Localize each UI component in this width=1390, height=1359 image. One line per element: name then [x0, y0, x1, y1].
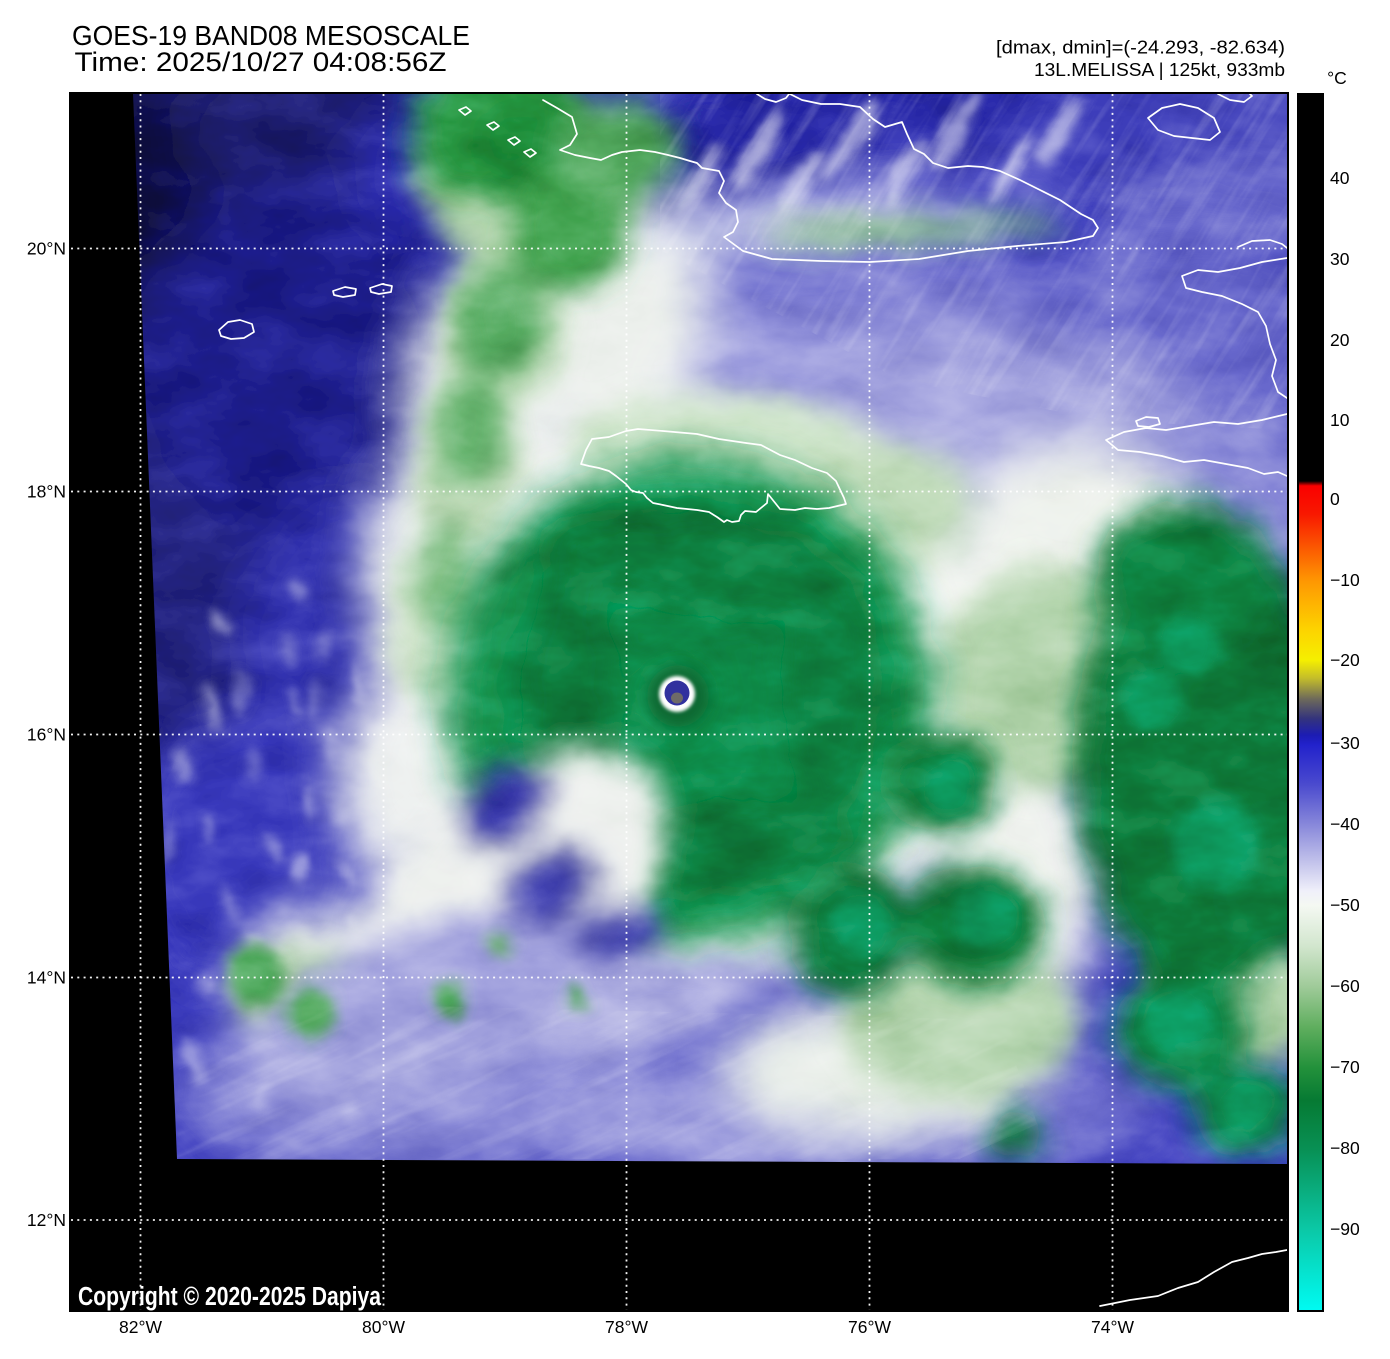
svg-text:Copyright © 2020-2025 Dapiya: Copyright © 2020-2025 Dapiya [78, 1283, 382, 1311]
svg-text:−90: −90 [1330, 1219, 1360, 1239]
svg-text:[dmax, dmin]=(-24.293, -82.634: [dmax, dmin]=(-24.293, -82.634) [996, 37, 1285, 58]
svg-text:78°W: 78°W [605, 1317, 648, 1337]
svg-text:30: 30 [1330, 249, 1350, 269]
svg-text:0: 0 [1330, 489, 1340, 509]
svg-text:13L.MELISSA | 125kt, 933mb: 13L.MELISSA | 125kt, 933mb [1034, 59, 1285, 80]
svg-text:16°N: 16°N [27, 725, 66, 745]
svg-text:−20: −20 [1330, 650, 1360, 670]
svg-text:80°W: 80°W [362, 1317, 405, 1337]
svg-text:14°N: 14°N [27, 968, 66, 988]
svg-text:−60: −60 [1330, 976, 1360, 996]
svg-text:−50: −50 [1330, 895, 1360, 915]
svg-text:10: 10 [1330, 410, 1350, 430]
svg-text:82°W: 82°W [119, 1317, 162, 1337]
svg-text:−40: −40 [1330, 814, 1360, 834]
svg-text:12°N: 12°N [27, 1210, 66, 1230]
svg-text:74°W: 74°W [1091, 1317, 1134, 1337]
svg-text:Time: 2025/10/27 04:08:56Z: Time: 2025/10/27 04:08:56Z [75, 47, 447, 77]
svg-text:20°N: 20°N [27, 239, 66, 259]
svg-text:°C: °C [1327, 68, 1347, 88]
svg-text:20: 20 [1330, 330, 1350, 350]
svg-text:40: 40 [1330, 168, 1350, 188]
svg-text:−10: −10 [1330, 570, 1360, 590]
svg-text:−70: −70 [1330, 1057, 1360, 1077]
svg-text:76°W: 76°W [848, 1317, 891, 1337]
svg-text:−30: −30 [1330, 733, 1360, 753]
svg-text:−80: −80 [1330, 1138, 1360, 1158]
svg-text:18°N: 18°N [27, 482, 66, 502]
svg-text:GOES-19 BAND08 MESOSCALE: GOES-19 BAND08 MESOSCALE [72, 20, 470, 51]
